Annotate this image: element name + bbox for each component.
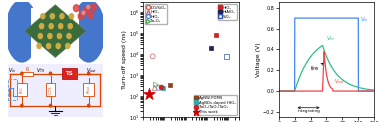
Text: $V_{out}$: $V_{out}$ bbox=[86, 66, 97, 75]
Point bbox=[167, 84, 173, 86]
Ellipse shape bbox=[5, 0, 39, 63]
Circle shape bbox=[83, 7, 89, 14]
Y-axis label: Voltage (V): Voltage (V) bbox=[256, 42, 261, 77]
Point bbox=[153, 84, 159, 86]
Circle shape bbox=[68, 24, 72, 29]
Circle shape bbox=[50, 104, 52, 107]
Polygon shape bbox=[25, 5, 86, 57]
Circle shape bbox=[50, 14, 54, 19]
Circle shape bbox=[70, 14, 74, 19]
Circle shape bbox=[41, 14, 45, 19]
Y-axis label: Turn-off speed (ns): Turn-off speed (ns) bbox=[122, 30, 127, 89]
FancyBboxPatch shape bbox=[62, 68, 77, 79]
Text: R-C: R-C bbox=[20, 86, 24, 93]
Bar bbox=[46, 83, 55, 97]
Circle shape bbox=[78, 13, 84, 20]
Bar bbox=[22, 72, 33, 76]
Circle shape bbox=[38, 34, 42, 39]
Circle shape bbox=[66, 44, 70, 49]
Circle shape bbox=[21, 104, 23, 107]
Circle shape bbox=[88, 104, 90, 107]
Text: $V_{m}$: $V_{m}$ bbox=[327, 35, 336, 43]
Circle shape bbox=[88, 12, 93, 19]
Point bbox=[158, 86, 164, 88]
Text: $V_{TS}$: $V_{TS}$ bbox=[36, 66, 46, 75]
Ellipse shape bbox=[72, 0, 105, 63]
Bar bbox=[8, 64, 103, 117]
Bar bbox=[8, 2, 103, 66]
Point bbox=[150, 55, 156, 57]
Text: fire: fire bbox=[311, 63, 323, 71]
Circle shape bbox=[91, 4, 96, 10]
Circle shape bbox=[87, 5, 90, 9]
Point bbox=[161, 87, 167, 89]
Circle shape bbox=[49, 24, 53, 29]
Text: TS: TS bbox=[66, 71, 73, 76]
Bar bbox=[31, 8, 79, 60]
Point bbox=[146, 93, 152, 95]
Circle shape bbox=[82, 11, 85, 15]
Point bbox=[223, 55, 229, 57]
Circle shape bbox=[56, 44, 60, 49]
Bar bbox=[17, 83, 27, 97]
Circle shape bbox=[39, 24, 44, 29]
Point bbox=[152, 87, 158, 89]
Circle shape bbox=[37, 44, 41, 49]
Circle shape bbox=[50, 72, 52, 75]
Text: C-TS: C-TS bbox=[48, 85, 53, 94]
Text: $V_{in}$: $V_{in}$ bbox=[8, 66, 16, 75]
Point bbox=[208, 47, 214, 49]
Text: R: R bbox=[26, 67, 29, 72]
Text: $R_{out}$: $R_{out}$ bbox=[85, 85, 93, 94]
Circle shape bbox=[59, 24, 63, 29]
Text: $V_{out}$: $V_{out}$ bbox=[334, 77, 345, 86]
Circle shape bbox=[48, 34, 52, 39]
Point bbox=[156, 87, 162, 89]
Point bbox=[212, 34, 218, 36]
Circle shape bbox=[73, 5, 79, 12]
Bar bbox=[83, 83, 94, 97]
Circle shape bbox=[60, 14, 64, 19]
Circle shape bbox=[57, 34, 62, 39]
Circle shape bbox=[67, 34, 71, 39]
Circle shape bbox=[88, 72, 90, 75]
Circle shape bbox=[46, 44, 51, 49]
Circle shape bbox=[21, 72, 23, 75]
Text: $V_{in}$: $V_{in}$ bbox=[360, 15, 369, 24]
Legend: AgNW-PDMS, AgNDs doped HfO₂, TaOₓ/TaOᵧ/TaOₓ, This work: AgNW-PDMS, AgNDs doped HfO₂, TaOₓ/TaOᵧ/T… bbox=[194, 95, 237, 115]
Text: integrating: integrating bbox=[297, 109, 320, 113]
